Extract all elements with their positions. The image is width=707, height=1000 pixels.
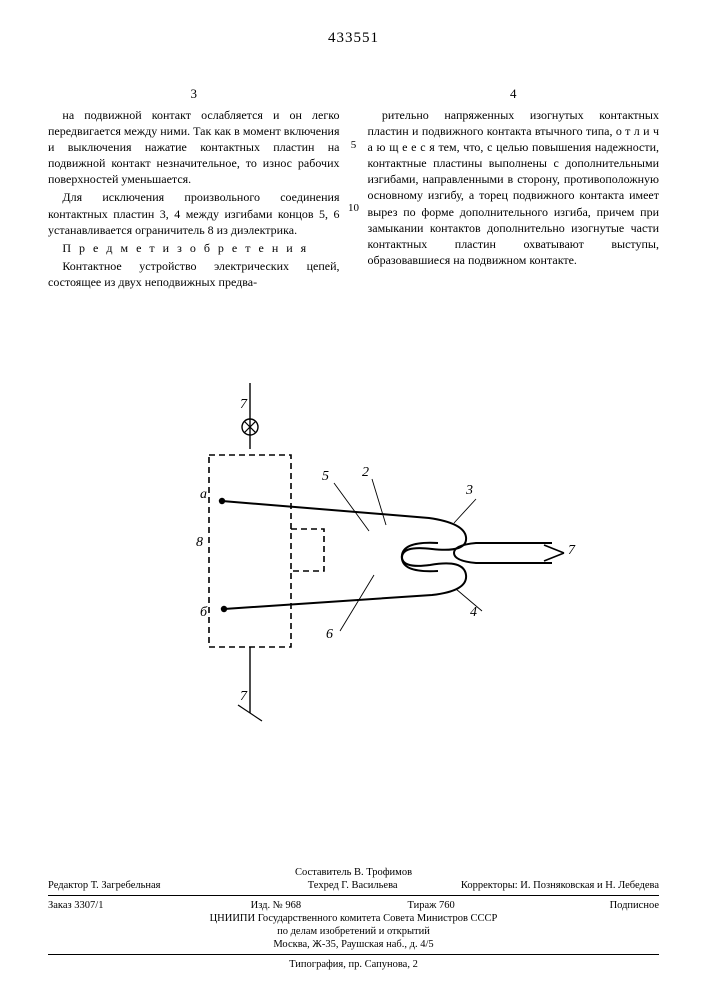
para: Контактное устройство электрических цепе… bbox=[48, 258, 340, 290]
page: 433551 5 10 3 на подвижной контакт ослаб… bbox=[0, 0, 707, 1000]
rule bbox=[48, 954, 659, 955]
org-line-2: по делам изобретений и открытий bbox=[48, 926, 659, 937]
figure-label-b: б bbox=[200, 605, 207, 621]
left-column: 3 на подвижной контакт ослабляется и он … bbox=[48, 85, 340, 293]
editors-row: Редактор Т. Загребельная Техред Г. Васил… bbox=[48, 880, 659, 891]
figure-label-7-bottom: 7 bbox=[240, 689, 247, 705]
figure-label-5: 5 bbox=[322, 469, 329, 485]
line-number-10: 10 bbox=[346, 202, 362, 214]
figure-label-a: а bbox=[200, 487, 207, 503]
org-line-1: ЦНИИПИ Государственного комитета Совета … bbox=[48, 913, 659, 924]
figure: 7 7 7 а б 8 5 2 3 4 6 bbox=[48, 383, 659, 763]
col-num-left: 3 bbox=[48, 85, 340, 103]
compiler-line: Составитель В. Трофимов bbox=[48, 867, 659, 878]
figure-label-8: 8 bbox=[196, 535, 203, 551]
typography-line: Типография, пр. Сапунова, 2 bbox=[48, 959, 659, 970]
col-num-right: 4 bbox=[368, 85, 660, 103]
figure-label-2: 2 bbox=[362, 465, 369, 481]
figure-label-4: 4 bbox=[470, 605, 477, 621]
correctors: Корректоры: И. Позняковская и Н. Лебедев… bbox=[461, 880, 659, 891]
claims-heading: П р е д м е т и з о б р е т е н и я bbox=[48, 240, 340, 256]
order-num: Заказ 3307/1 bbox=[48, 900, 193, 911]
figure-label-7-right: 7 bbox=[568, 543, 575, 559]
editor: Редактор Т. Загребельная bbox=[48, 880, 244, 891]
rule bbox=[48, 895, 659, 896]
signed: Подписное bbox=[514, 900, 659, 911]
figure-label-3: 3 bbox=[466, 483, 473, 499]
text-columns: 3 на подвижной контакт ослабляется и он … bbox=[48, 85, 659, 293]
tirazh: Тираж 760 bbox=[359, 900, 504, 911]
para: рительно напряженных изогнутых контактны… bbox=[368, 107, 660, 269]
figure-label-7-top: 7 bbox=[240, 397, 247, 413]
publication-number: 433551 bbox=[48, 30, 659, 47]
para: Для исключения произвольного соединения … bbox=[48, 189, 340, 238]
izd-num: Изд. № 968 bbox=[203, 900, 348, 911]
address-line: Москва, Ж-35, Раушская наб., д. 4/5 bbox=[48, 939, 659, 950]
print-info-row: Заказ 3307/1 Изд. № 968 Тираж 760 Подпис… bbox=[48, 900, 659, 911]
tech-editor: Техред Г. Васильева bbox=[254, 880, 450, 891]
figure-label-6: 6 bbox=[326, 627, 333, 643]
line-number-5: 5 bbox=[346, 139, 362, 151]
figure-svg bbox=[124, 383, 584, 743]
colophon: Составитель В. Трофимов Редактор Т. Загр… bbox=[48, 865, 659, 972]
para: на подвижной контакт ослабляется и он ле… bbox=[48, 107, 340, 188]
right-column: 4 рительно напряженных изогнутых контакт… bbox=[368, 85, 660, 293]
